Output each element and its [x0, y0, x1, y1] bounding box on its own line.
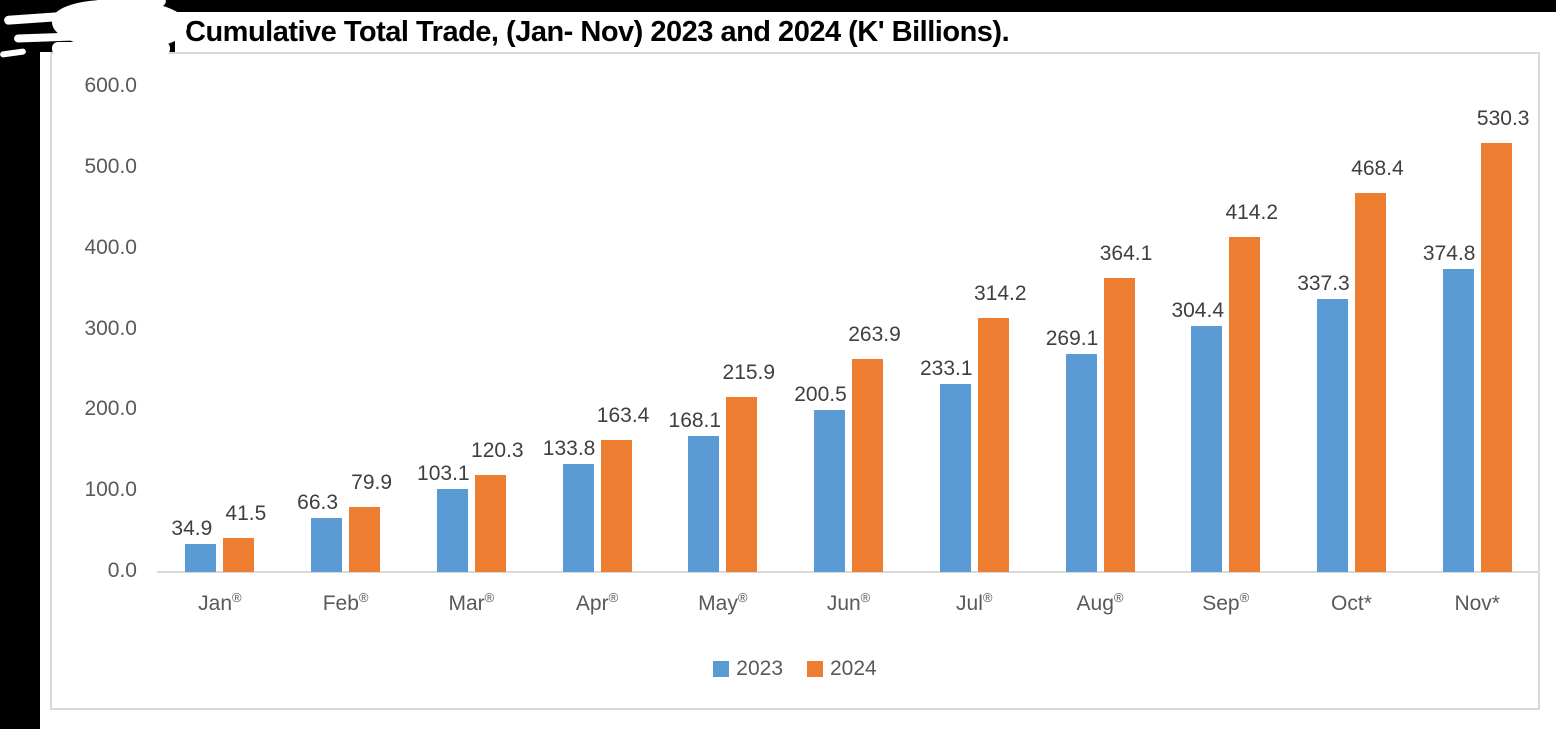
category-group: 34.9 41.5: [157, 87, 283, 572]
x-axis-label: Jul®: [956, 590, 993, 615]
bar-2024-Nov: 530.3: [1477, 107, 1529, 572]
registered-mark: ®: [608, 590, 619, 605]
bar-2024-May: 215.9: [723, 361, 775, 572]
data-label-2024: 263.9: [848, 322, 901, 346]
legend-swatch-2023: [713, 660, 730, 677]
data-label-2023: 374.8: [1422, 242, 1476, 266]
legend-item-2023: 2023: [713, 658, 783, 679]
x-axis-label: Feb®: [322, 590, 369, 615]
legend: 2023 2024: [50, 658, 1540, 679]
bar-2024-Jun: 263.9: [848, 323, 901, 572]
bar-2024-Oct: 468.4: [1351, 157, 1404, 572]
data-label-2024: 414.2: [1225, 201, 1279, 225]
category-group: 374.8 530.3: [1414, 87, 1540, 572]
bar-2024-Mar: 120.3: [471, 439, 524, 572]
data-label-2024: 314.2: [973, 282, 1027, 306]
category-group: 168.1 215.9: [660, 87, 786, 572]
bar-2023-May: 168.1: [669, 409, 721, 572]
legend-swatch-2024: [807, 660, 823, 677]
registered-mark: ®: [860, 590, 871, 605]
registered-mark: ®: [1239, 590, 1250, 605]
bar-2024-Jul: 314.2: [974, 282, 1027, 572]
category-group: 337.3 468.4: [1289, 87, 1415, 572]
data-label-2023: 233.1: [919, 356, 973, 380]
data-label-2024: 215.9: [722, 361, 776, 385]
data-label-2024: 41.5: [225, 502, 267, 526]
bar-2023-Sep: 304.4: [1171, 299, 1224, 572]
legend-label-2023: 2023: [736, 657, 783, 680]
category-group: 200.5 263.9: [786, 87, 912, 572]
category-group: 103.1 120.3: [408, 87, 534, 572]
whiteout-scribble-streak: [52, 42, 170, 55]
y-axis-tick-label: 100.0: [84, 478, 137, 502]
x-axis-label: Jan®: [198, 590, 242, 615]
data-label-2024: 120.3: [471, 438, 524, 462]
x-axis-label: Sep®: [1202, 590, 1250, 615]
chart-frame: [50, 52, 1540, 710]
bar-2024-Aug: 364.1: [1100, 242, 1152, 572]
x-axis-label: May®: [698, 590, 748, 615]
registered-mark: ®: [737, 590, 748, 605]
x-axis: Jan® Feb® Mar® Apr® May® Jun® Jul® Aug® Sep® Oct*…: [157, 591, 1540, 617]
x-axis-line: [157, 571, 1540, 573]
data-label-2023: 34.9: [171, 516, 213, 540]
bar-2024-Sep: 414.2: [1225, 201, 1278, 572]
registered-mark: ®: [484, 590, 495, 605]
x-axis-label: Nov*: [1454, 592, 1500, 615]
registered-mark: ®: [232, 590, 242, 605]
data-label-2024: 468.4: [1351, 157, 1404, 181]
data-label-2023: 103.1: [417, 461, 470, 485]
y-axis-tick-label: 300.0: [84, 316, 137, 340]
category-group: 233.1 314.2: [911, 87, 1037, 572]
page-edge-top-black-band: [0, 0, 1556, 12]
data-label-2023: 168.1: [668, 409, 722, 433]
x-axis-label: Apr®: [575, 590, 619, 615]
bar-2024-Feb: 79.9: [349, 471, 392, 572]
y-axis-tick-label: 200.0: [84, 397, 137, 421]
y-axis-tick-label: 0.0: [107, 559, 137, 582]
data-label-2023: 337.3: [1297, 272, 1350, 296]
x-axis-label: Oct*: [1331, 592, 1372, 615]
x-axis-label: Jun®: [826, 590, 871, 615]
chart-title: Cumulative Total Trade, (Jan- Nov) 2023 …: [185, 16, 1010, 48]
bar-2023-Jun: 200.5: [794, 383, 847, 572]
data-label-2023: 269.1: [1045, 327, 1099, 351]
bar-2023-Jul: 233.1: [920, 357, 973, 572]
data-label-2024: 530.3: [1476, 107, 1530, 131]
bar-2023-Apr: 133.8: [543, 437, 595, 572]
bar-2023-Nov: 374.8: [1423, 242, 1475, 572]
category-group: 133.8 163.4: [534, 87, 660, 572]
registered-mark: ®: [358, 590, 369, 605]
data-label-2024: 163.4: [596, 403, 650, 427]
plot-area: 34.9 41.5 66.3 79.9 103.1 120.3 133.8 163.4 168.…: [157, 87, 1540, 572]
y-axis-tick-label: 400.0: [84, 235, 137, 259]
bar-2023-Mar: 103.1: [417, 462, 470, 572]
legend-label-2024: 2024: [830, 657, 877, 680]
bar-2024-Jan: 41.5: [223, 502, 266, 572]
y-axis: 600.0 500.0 400.0 300.0 200.0 100.0 0.0: [40, 0, 137, 729]
data-label-2024: 364.1: [1099, 241, 1153, 265]
x-axis-label: Mar®: [448, 590, 495, 615]
data-label-2023: 133.8: [542, 436, 596, 460]
category-group: 304.4 414.2: [1163, 87, 1289, 572]
bar-2023-Aug: 269.1: [1046, 327, 1098, 572]
x-axis-label: Aug®: [1076, 590, 1124, 615]
registered-mark: ®: [982, 590, 993, 605]
y-axis-tick-label: 600.0: [84, 74, 137, 97]
category-group: 66.3 79.9: [283, 87, 409, 572]
legend-item-2024: 2024: [807, 658, 877, 679]
bar-2023-Feb: 66.3: [297, 491, 343, 572]
data-label-2023: 200.5: [794, 382, 847, 406]
category-group: 269.1 364.1: [1037, 87, 1163, 572]
bar-2023-Oct: 337.3: [1297, 272, 1350, 572]
data-label-2023: 304.4: [1171, 298, 1225, 322]
data-label-2024: 79.9: [351, 471, 393, 495]
y-axis-tick-label: 500.0: [84, 154, 137, 178]
registered-mark: ®: [1113, 590, 1124, 605]
bar-2024-Apr: 163.4: [597, 404, 649, 572]
page-edge-left-black-strip: [0, 0, 40, 729]
data-label-2023: 66.3: [297, 491, 339, 515]
bar-2023-Jan: 34.9: [171, 517, 217, 572]
